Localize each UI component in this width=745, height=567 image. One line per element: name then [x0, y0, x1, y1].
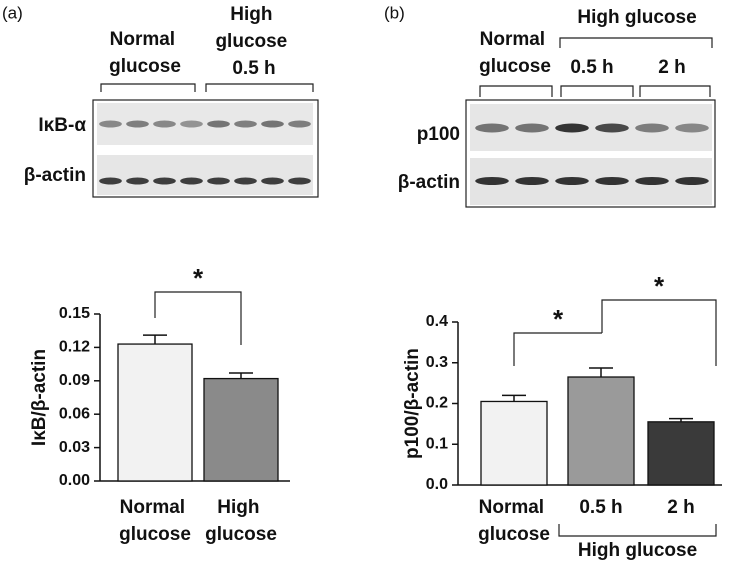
bar	[203, 377, 279, 482]
blot-band	[475, 123, 509, 133]
blot-band	[153, 177, 176, 185]
x-tick-label: 0.5 h	[579, 497, 622, 518]
panel-label: (b)	[384, 3, 405, 22]
group-bracket	[558, 524, 717, 537]
significance-label: *	[553, 304, 564, 334]
blot-band	[555, 123, 589, 133]
blot-band	[475, 177, 509, 185]
y-tick-label: 0.03	[59, 439, 90, 456]
blot-band	[635, 123, 669, 133]
x-tick-label: Normal glucose	[478, 497, 550, 545]
blot-band	[207, 120, 230, 128]
row-label: β-actin	[398, 172, 460, 193]
blot-band	[180, 120, 203, 128]
y-axis-label: IκB/β-actin	[29, 349, 50, 446]
row-label: IκB-α	[38, 115, 86, 136]
y-tick-label: 0.12	[59, 339, 90, 356]
significance-label: *	[654, 271, 665, 301]
row-label: β-actin	[24, 165, 86, 186]
blot-band	[675, 177, 709, 185]
blot-band	[555, 177, 589, 185]
blot-band	[515, 123, 549, 133]
y-tick-label: 0.06	[59, 405, 90, 422]
significance-bracket	[601, 299, 717, 366]
y-tick-label: 0.2	[426, 395, 448, 412]
blot-band	[126, 177, 149, 185]
significance-bracket	[513, 332, 602, 366]
blot-band	[675, 123, 709, 133]
blot-band	[261, 120, 284, 128]
bar	[117, 343, 193, 482]
blot-band	[99, 177, 122, 185]
y-axis-label: p100/β-actin	[402, 348, 423, 459]
blot-band	[180, 177, 203, 185]
x-tick-label: High glucose	[205, 497, 277, 545]
significance-label: *	[193, 263, 204, 293]
group-label: 2 h	[658, 57, 685, 78]
bar	[647, 421, 715, 486]
blot-band	[99, 120, 122, 128]
blot-band	[153, 120, 176, 128]
row-label: p100	[417, 124, 460, 145]
y-tick-label: 0.15	[59, 305, 90, 322]
blot-band	[288, 177, 311, 185]
significance-bracket	[154, 291, 242, 345]
group-label: High glucose	[577, 7, 696, 28]
y-tick-label: 0.3	[426, 354, 448, 371]
y-tick-label: 0.00	[59, 472, 90, 489]
y-tick-label: 0.09	[59, 372, 90, 389]
blot-b	[465, 37, 716, 208]
blot-band	[207, 177, 230, 185]
x-tick-label: 2 h	[667, 497, 694, 518]
blot-band	[126, 120, 149, 128]
group-label: Normal glucose	[479, 29, 551, 77]
y-tick-label: 0.1	[426, 435, 448, 452]
blot-band	[288, 120, 311, 128]
blot-band	[515, 177, 549, 185]
group-label: High glucose 0.5 h	[215, 4, 292, 79]
bar	[480, 400, 548, 486]
group-label: 0.5 h	[570, 57, 613, 78]
bar	[567, 376, 635, 486]
y-tick-label: 0.0	[426, 476, 448, 493]
x-tick-label: Normal glucose	[119, 497, 191, 545]
group-label: High glucose	[578, 540, 697, 561]
y-tick-label: 0.4	[426, 313, 448, 330]
group-label: Normal glucose	[109, 29, 181, 77]
blot-band	[234, 177, 257, 185]
blot-band	[595, 123, 629, 133]
blot-band	[234, 120, 257, 128]
blot-band	[595, 177, 629, 185]
blot-band	[261, 177, 284, 185]
panel-label: (a)	[2, 3, 23, 22]
blot-band	[635, 177, 669, 185]
